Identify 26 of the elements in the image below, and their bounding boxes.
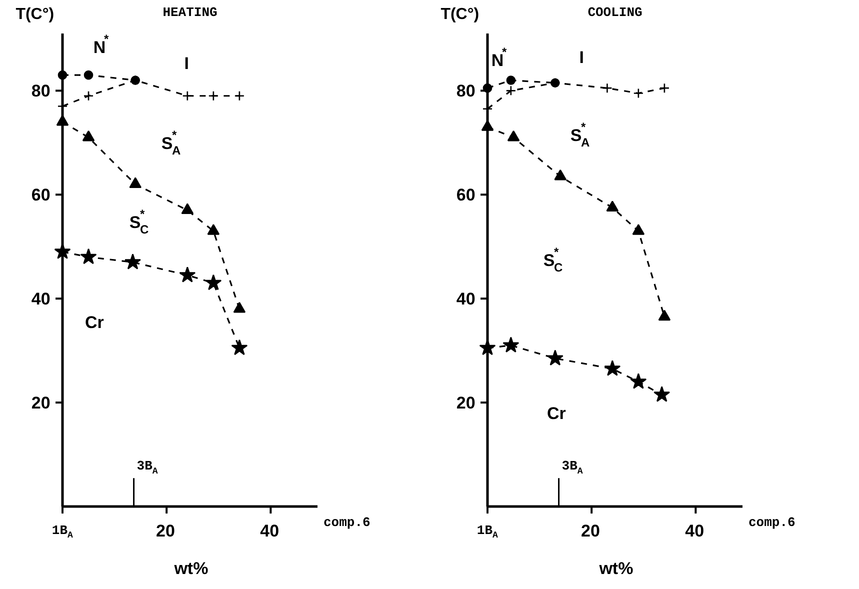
x-axis-title: wt%: [598, 559, 634, 578]
x-tick-label: 20: [581, 522, 600, 540]
y-tick-label: 20: [31, 394, 50, 413]
x-axis-title: wt%: [173, 559, 208, 578]
annotation: Cr: [84, 313, 104, 332]
y-tick-label: 40: [31, 290, 50, 309]
x-tick-label: 40: [260, 522, 280, 540]
x-tick-label: 20: [156, 522, 175, 540]
x-tick-label: 40: [685, 522, 704, 540]
y-tick-label: 60: [456, 186, 476, 205]
text: comp.6: [324, 515, 371, 530]
y-axis-title: T(C°): [16, 6, 54, 23]
y-tick-label: 20: [456, 394, 476, 413]
annotation: N*: [93, 32, 109, 57]
annotation: N*: [491, 45, 507, 70]
y-tick-label: 80: [456, 82, 476, 101]
y-tick-label: 80: [31, 82, 50, 101]
y-axis-title: T(C°): [440, 6, 480, 23]
chart-title: HEATING: [162, 5, 218, 20]
y-tick-label: 40: [456, 290, 476, 309]
annotation: Cr: [546, 404, 566, 423]
annotation: I: [184, 54, 189, 73]
text: comp.6: [748, 515, 796, 530]
y-tick-label: 60: [31, 186, 50, 205]
annotation: I: [579, 48, 584, 67]
chart-title: COOLING: [588, 5, 643, 20]
